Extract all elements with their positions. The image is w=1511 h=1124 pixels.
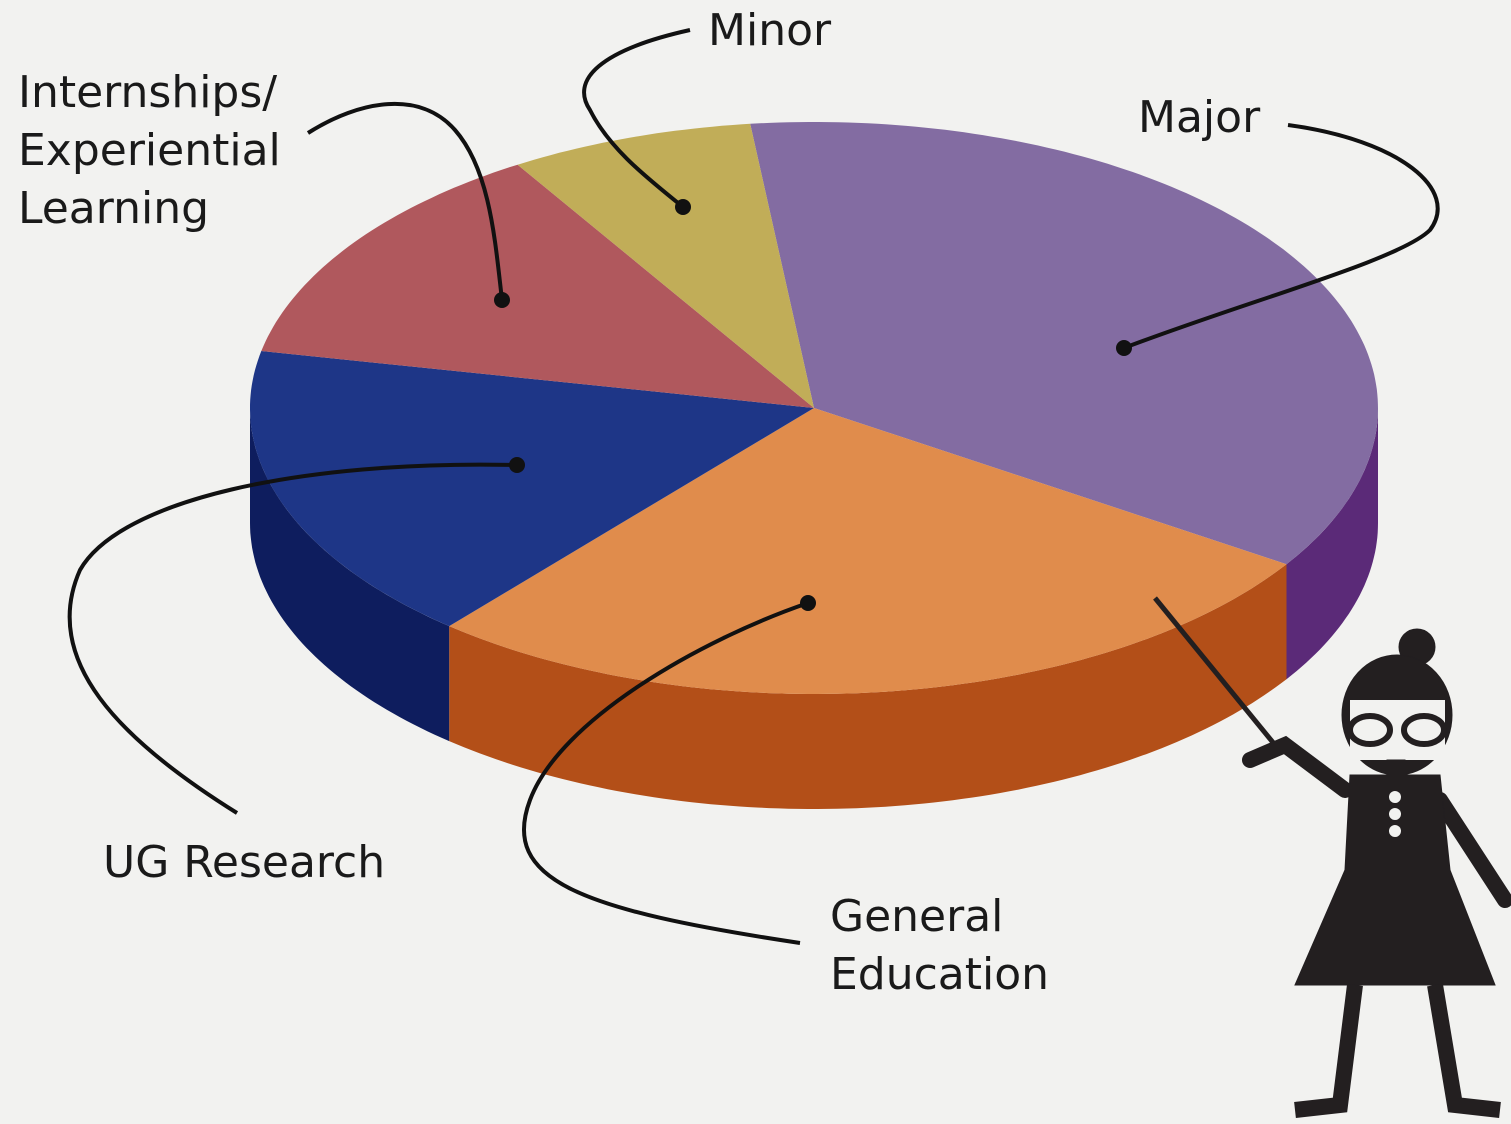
leg: [1435, 985, 1500, 1110]
slice-label: Minor: [708, 2, 831, 60]
button: [1389, 808, 1401, 820]
button: [1389, 825, 1401, 837]
leader-dot: [509, 457, 525, 473]
leader-dot: [800, 595, 816, 611]
leader-dot: [675, 199, 691, 215]
page: Minor Major Internships/ Experiential Le…: [0, 0, 1511, 1124]
slice-label: UG Research: [103, 834, 385, 892]
slice-label: Major: [1138, 89, 1260, 147]
leg: [1295, 985, 1355, 1110]
slice-label: General Education: [830, 888, 1049, 1004]
button: [1389, 791, 1401, 803]
arm: [1250, 745, 1345, 790]
face: [1350, 700, 1445, 760]
leader-dot: [494, 292, 510, 308]
slice-label: Internships/ Experiential Learning: [18, 64, 281, 238]
leader-dot: [1116, 340, 1132, 356]
dress: [1295, 775, 1495, 985]
